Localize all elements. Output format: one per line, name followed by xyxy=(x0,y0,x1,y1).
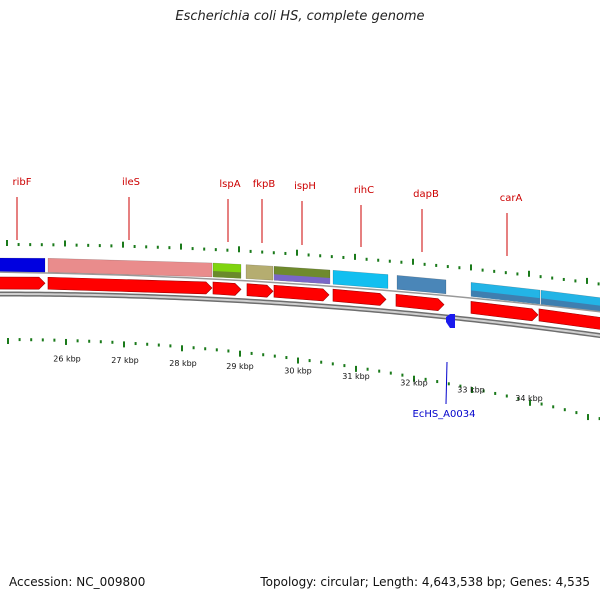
cds-arrow xyxy=(212,281,242,296)
cds-arrow xyxy=(332,288,387,306)
scale-label: 29 kbp xyxy=(226,362,254,371)
gene-label: rihC xyxy=(354,185,374,196)
cds-arrow xyxy=(538,308,600,330)
feature-track xyxy=(0,257,600,313)
ribF-block xyxy=(0,257,46,273)
gene-label-track: ribF ileS lspA fkpB ispH rihC dapB carA xyxy=(13,177,523,256)
accession-text: Accession: NC_009800 xyxy=(9,575,146,589)
gene-label: ribF xyxy=(13,177,32,188)
bottom-tick-track xyxy=(7,338,600,421)
feature-stripe xyxy=(541,298,600,312)
gene-label: carA xyxy=(500,193,523,204)
cds-arrow xyxy=(470,301,539,322)
locus-leader-line xyxy=(445,361,448,405)
scale-label: 26 kbp xyxy=(53,355,81,364)
cds-arrow xyxy=(0,276,46,290)
fkpB-block xyxy=(245,264,274,281)
scale-label: 31 kbp xyxy=(342,372,370,381)
backbone-inner xyxy=(0,292,600,337)
locus-label: EcHS_A0034 xyxy=(413,409,476,420)
cds-arrow xyxy=(395,293,445,311)
rihC-block xyxy=(332,269,389,289)
cds-arrow xyxy=(273,284,330,302)
feature-stripe xyxy=(213,270,241,279)
ileS-block xyxy=(47,257,213,278)
gene-label: ispH xyxy=(294,181,316,192)
map-title: Escherichia coli HS, complete genome xyxy=(175,9,425,24)
feature-stripe xyxy=(471,290,540,305)
gene-label: ileS xyxy=(122,177,140,188)
scale-label: 33 kbp xyxy=(457,386,485,395)
gene-label: lspA xyxy=(219,179,240,190)
scale-label: 28 kbp xyxy=(169,359,197,368)
cds-arrow xyxy=(47,276,213,295)
top-tick-track xyxy=(6,240,600,286)
feature-stripe xyxy=(274,274,330,284)
scale-label: 32 kbp xyxy=(400,379,428,388)
feature-baseline xyxy=(0,271,600,313)
locus-arrow xyxy=(446,314,455,328)
dapB-block xyxy=(396,275,447,295)
scale-label: 27 kbp xyxy=(111,356,139,365)
cds-arrow-track xyxy=(0,276,600,330)
locus-feature[interactable]: EcHS_A0034 xyxy=(413,314,476,420)
gene-label: dapB xyxy=(413,189,439,200)
scale-label-track: 26 kbp 27 kbp 28 kbp 29 kbp 30 kbp 31 kbp 32 k… xyxy=(53,355,543,403)
scale-label: 30 kbp xyxy=(284,367,312,376)
cds-arrow xyxy=(246,283,274,298)
scale-label: 34 kbp xyxy=(515,394,543,403)
genome-backbone xyxy=(0,291,600,339)
topology-text: Topology: circular; Length: 4,643,538 bp… xyxy=(260,575,590,589)
gene-label: fkpB xyxy=(253,179,276,190)
